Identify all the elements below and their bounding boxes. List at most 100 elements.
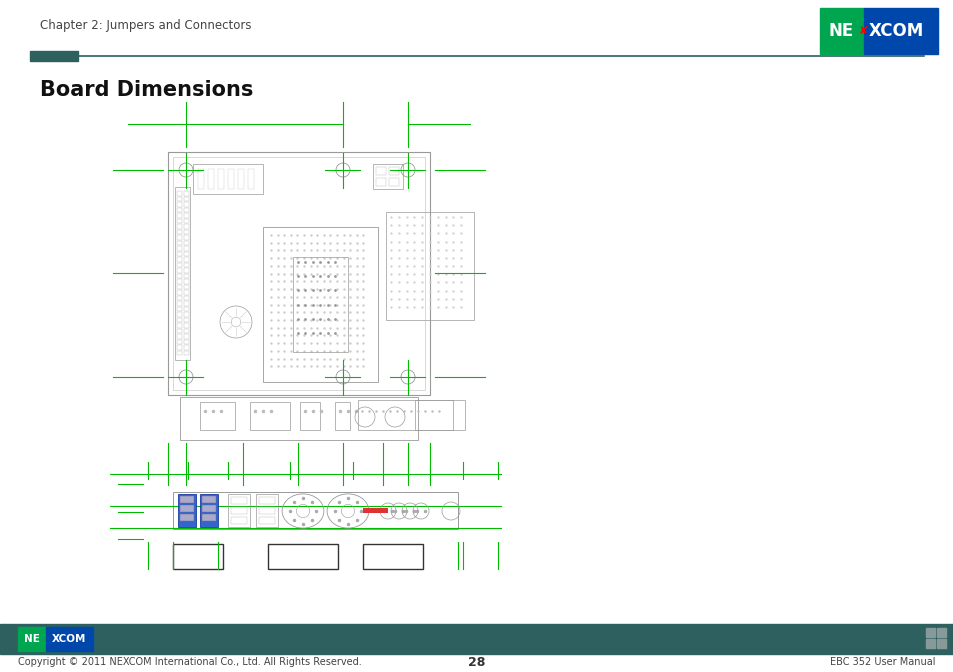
Bar xyxy=(177,323,182,327)
Bar xyxy=(237,169,244,189)
Bar xyxy=(202,505,215,512)
Bar xyxy=(202,514,215,521)
Bar xyxy=(936,639,945,648)
Bar xyxy=(335,402,350,430)
Bar xyxy=(373,164,402,189)
Bar xyxy=(389,167,398,175)
Bar xyxy=(18,627,46,651)
Bar xyxy=(184,274,189,278)
Bar xyxy=(184,257,189,261)
Bar xyxy=(200,494,218,527)
Bar xyxy=(177,284,182,289)
Bar xyxy=(184,246,189,251)
Bar xyxy=(177,274,182,278)
Bar xyxy=(184,312,189,317)
Bar xyxy=(820,8,862,54)
Bar xyxy=(180,505,193,512)
Text: XCOM: XCOM xyxy=(51,634,86,644)
Bar xyxy=(177,235,182,239)
Text: Copyright © 2011 NEXCOM International Co., Ltd. All Rights Reserved.: Copyright © 2011 NEXCOM International Co… xyxy=(18,657,361,667)
Bar xyxy=(268,544,337,569)
Text: EBC 352 User Manual: EBC 352 User Manual xyxy=(830,657,935,667)
Bar xyxy=(258,517,274,524)
Bar xyxy=(177,312,182,317)
Bar xyxy=(178,494,195,527)
Bar xyxy=(925,628,934,637)
Bar xyxy=(177,191,182,196)
Bar xyxy=(258,507,274,514)
Bar xyxy=(177,296,182,300)
Text: XCOM: XCOM xyxy=(868,22,923,40)
Bar xyxy=(168,152,430,395)
Bar xyxy=(177,351,182,355)
Bar xyxy=(177,202,182,206)
Bar xyxy=(936,628,945,637)
Bar xyxy=(177,290,182,294)
Bar xyxy=(177,241,182,245)
Bar xyxy=(177,257,182,261)
Bar xyxy=(200,402,234,430)
Bar xyxy=(46,627,92,651)
Bar xyxy=(184,323,189,327)
Bar xyxy=(177,329,182,333)
Bar xyxy=(184,213,189,218)
Text: NE: NE xyxy=(828,22,853,40)
Bar xyxy=(177,339,182,344)
Bar xyxy=(30,51,78,61)
Bar xyxy=(375,167,386,175)
Bar xyxy=(184,329,189,333)
Bar xyxy=(184,279,189,284)
Bar xyxy=(184,263,189,267)
Bar xyxy=(184,301,189,306)
Bar xyxy=(293,257,348,352)
Bar xyxy=(184,351,189,355)
Bar xyxy=(184,196,189,201)
Bar xyxy=(250,402,290,430)
Text: NE: NE xyxy=(24,634,39,644)
Bar xyxy=(184,191,189,196)
Bar xyxy=(184,290,189,294)
Text: Chapter 2: Jumpers and Connectors: Chapter 2: Jumpers and Connectors xyxy=(40,19,252,32)
Bar xyxy=(193,164,263,194)
Bar xyxy=(231,507,247,514)
Bar xyxy=(177,263,182,267)
Bar xyxy=(184,241,189,245)
Bar xyxy=(180,397,417,440)
Bar xyxy=(172,157,424,390)
Bar xyxy=(357,400,453,430)
Bar xyxy=(177,230,182,234)
Bar xyxy=(363,508,388,513)
Bar xyxy=(255,494,277,527)
Bar xyxy=(177,279,182,284)
Bar xyxy=(174,187,190,360)
Bar xyxy=(177,251,182,256)
Text: ✘: ✘ xyxy=(858,26,867,36)
Bar xyxy=(375,178,386,186)
Text: Board Dimensions: Board Dimensions xyxy=(40,80,253,100)
Bar xyxy=(177,334,182,339)
Bar xyxy=(218,169,224,189)
Bar xyxy=(180,496,193,503)
Bar xyxy=(184,251,189,256)
Bar xyxy=(184,334,189,339)
Bar xyxy=(228,494,250,527)
Bar xyxy=(198,169,204,189)
Bar xyxy=(202,496,215,503)
Bar xyxy=(177,208,182,212)
Bar xyxy=(263,227,377,382)
Bar xyxy=(184,224,189,228)
Bar xyxy=(184,284,189,289)
Bar xyxy=(184,317,189,322)
Bar xyxy=(177,268,182,273)
Bar xyxy=(177,345,182,349)
Bar xyxy=(415,400,464,430)
Bar xyxy=(177,196,182,201)
Bar xyxy=(862,8,937,54)
Bar xyxy=(184,218,189,223)
Bar xyxy=(184,202,189,206)
Bar xyxy=(228,169,233,189)
Bar xyxy=(177,317,182,322)
Bar xyxy=(184,296,189,300)
Bar xyxy=(208,169,213,189)
Bar xyxy=(389,178,398,186)
